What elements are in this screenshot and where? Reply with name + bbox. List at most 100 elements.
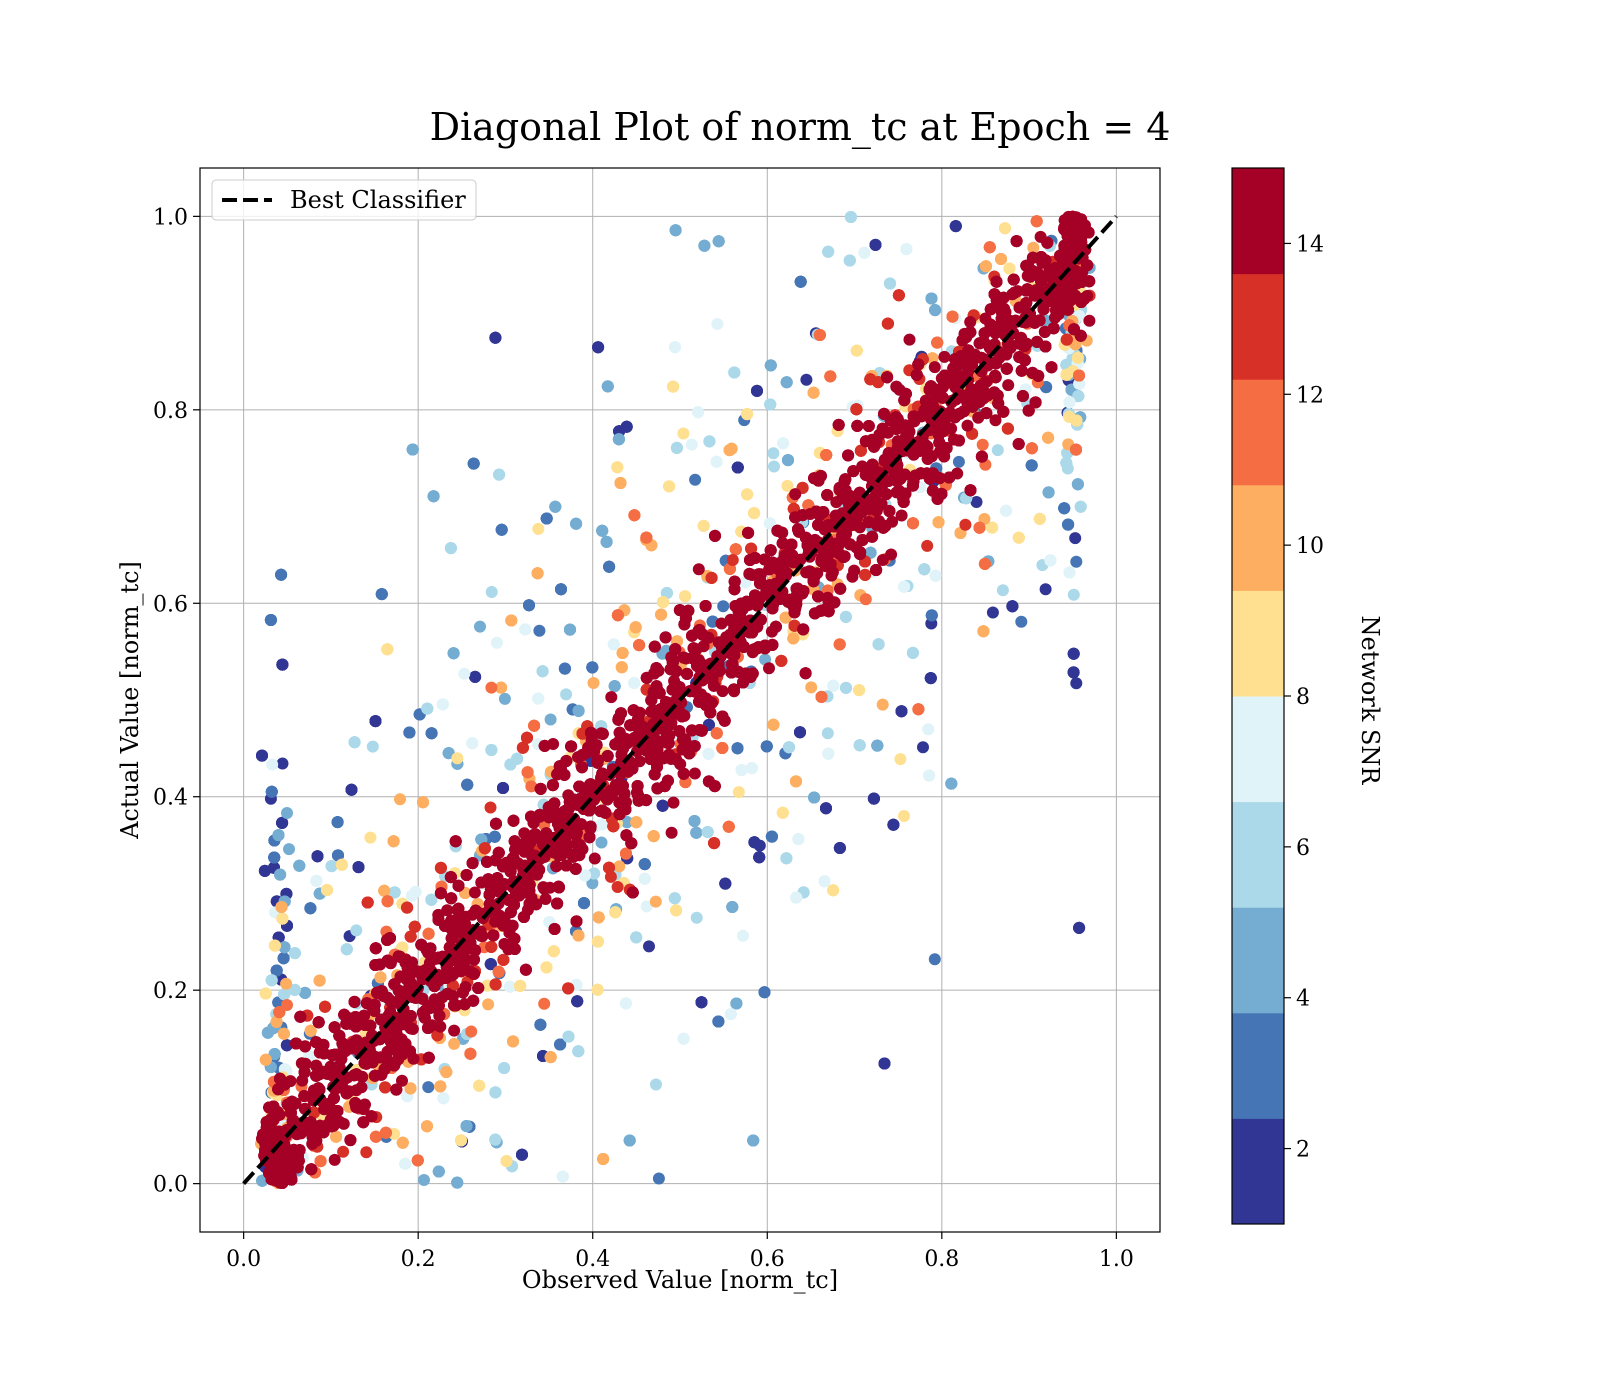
scatter-point [833, 638, 846, 651]
scatter-point [820, 802, 832, 815]
scatter-point [381, 643, 394, 656]
scatter-point [436, 698, 449, 711]
scatter-point [607, 820, 620, 833]
scatter-point [536, 665, 549, 678]
scatter-point [562, 1030, 575, 1043]
scatter-point [735, 764, 748, 776]
scatter-point [540, 961, 553, 974]
scatter-point [670, 904, 683, 917]
scatter-point [722, 820, 735, 833]
scatter-point [523, 599, 535, 612]
scatter-point [538, 739, 551, 752]
scatter-point [996, 584, 1009, 597]
scatter-point [630, 931, 643, 944]
scatter-point [466, 737, 479, 750]
scatter-point [748, 507, 761, 520]
scatter-point [710, 727, 723, 740]
scatter-point [534, 1018, 547, 1031]
scatter-point [924, 672, 937, 685]
scatter-point [311, 850, 324, 863]
scatter-point [978, 557, 991, 570]
scatter-point [558, 662, 571, 675]
scatter-point [986, 606, 999, 619]
scatter-point [661, 774, 674, 787]
scatter-point [572, 704, 585, 717]
scatter-point [1070, 677, 1083, 690]
scatter-point [591, 983, 604, 996]
scatter-point [925, 609, 938, 622]
scatter-point [332, 849, 344, 862]
scatter-point [695, 996, 708, 1009]
scatter-point [379, 1081, 392, 1094]
scatter-point [615, 661, 628, 674]
scatter-point [776, 806, 789, 819]
scatter-point [531, 567, 544, 580]
scatter-point [548, 923, 561, 935]
scatter-point [357, 1116, 370, 1129]
scatter-point [378, 884, 391, 897]
scatter-point [1069, 532, 1082, 545]
scatter-point [544, 1051, 557, 1064]
scatter-point [489, 331, 502, 344]
scatter-point [689, 473, 702, 486]
scatter-point [910, 368, 923, 381]
scatter-point [1062, 518, 1075, 531]
scatter-point [310, 874, 323, 887]
scatter-point [753, 851, 766, 864]
scatter-point [730, 997, 743, 1010]
scatter-point [586, 661, 599, 674]
scatter-point [1063, 396, 1076, 409]
scatter-point [768, 460, 780, 473]
scatter-point [843, 254, 856, 267]
scatter-point [540, 512, 553, 525]
scatter-point [807, 386, 820, 399]
scatter-point [514, 979, 527, 992]
scatter-point [554, 1038, 567, 1051]
scatter-point [876, 698, 889, 711]
scatter-point [1042, 486, 1055, 499]
scatter-point [976, 438, 989, 451]
scatter-point [710, 455, 723, 468]
scatter-point [783, 741, 795, 754]
scatter-point [640, 531, 653, 544]
scatter-point [928, 953, 941, 966]
scatter-point [652, 1172, 665, 1185]
scatter-point [977, 625, 990, 638]
scatter-point [677, 427, 690, 440]
scatter-point [669, 341, 681, 354]
scatter-point [560, 688, 573, 701]
scatter-point [827, 884, 840, 897]
scatter-point [521, 766, 534, 779]
scatter-point [729, 543, 742, 556]
scatter-point [447, 647, 460, 660]
scatter-point [742, 526, 755, 539]
scatter-point [348, 736, 361, 749]
scatter-point [478, 842, 491, 855]
scatter-point [564, 623, 576, 636]
scatter-point [555, 583, 567, 596]
scatter-point [259, 987, 272, 1000]
scatter-point [451, 752, 464, 765]
scatter-point [906, 646, 919, 659]
scatter-point [1071, 478, 1084, 491]
scatter-point [366, 740, 379, 753]
scatter-point [688, 767, 701, 780]
scatter-point [449, 835, 462, 848]
scatter-point [800, 373, 813, 386]
scatter-point [692, 406, 704, 419]
scatter-point [340, 943, 353, 956]
scatter-point [827, 679, 840, 692]
scatter-point [422, 1081, 435, 1094]
scatter-point [403, 726, 416, 739]
scatter-point [556, 1170, 569, 1183]
scatter-point [596, 524, 609, 537]
scatter-point [313, 974, 326, 987]
scatter-point [276, 816, 289, 829]
scatter-point [335, 858, 348, 871]
scatter-points [255, 210, 1096, 1189]
scatter-point [869, 238, 882, 251]
scatter-point [498, 692, 511, 705]
scatter-point [361, 896, 374, 909]
scatter-point [840, 681, 852, 694]
scatter-point [259, 1053, 272, 1066]
